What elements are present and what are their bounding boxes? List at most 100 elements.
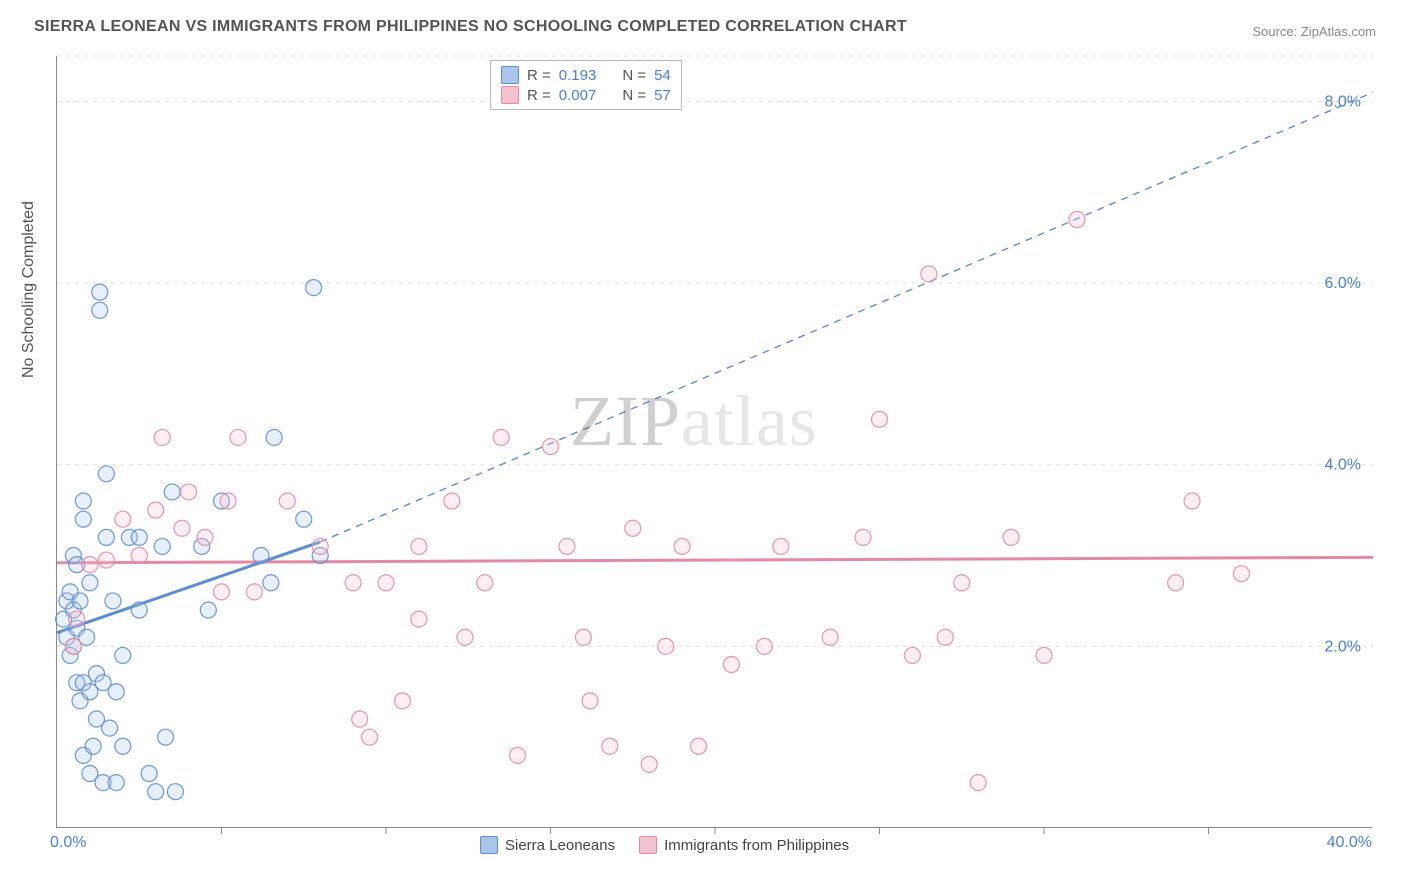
data-point: [756, 638, 772, 654]
data-point: [674, 538, 690, 554]
data-point: [197, 529, 213, 545]
data-point: [559, 538, 575, 554]
data-point: [131, 548, 147, 564]
data-point: [154, 429, 170, 445]
n-value: 57: [654, 87, 671, 104]
data-point: [279, 493, 295, 509]
data-point: [181, 484, 197, 500]
y-tick-label: 4.0%: [1325, 457, 1361, 474]
data-point: [82, 575, 98, 591]
y-tick-label: 2.0%: [1325, 638, 1361, 655]
data-point: [108, 775, 124, 791]
data-point: [394, 693, 410, 709]
data-point: [98, 529, 114, 545]
data-point: [85, 738, 101, 754]
swatch-series2: [639, 836, 657, 854]
data-point: [200, 602, 216, 618]
data-point: [1184, 493, 1200, 509]
data-point: [92, 302, 108, 318]
data-point: [92, 284, 108, 300]
data-point: [131, 602, 147, 618]
data-point: [773, 538, 789, 554]
legend-stats-row: R = 0.193 N = 54: [501, 65, 671, 85]
legend-label-series2: Immigrants from Philippines: [664, 837, 849, 854]
r-label: R =: [527, 67, 551, 84]
data-point: [115, 511, 131, 527]
r-value: 0.007: [559, 87, 597, 104]
data-point: [641, 756, 657, 772]
data-point: [220, 493, 236, 509]
swatch-series1: [480, 836, 498, 854]
r-value: 0.193: [559, 67, 597, 84]
y-tick-label: 6.0%: [1325, 275, 1361, 292]
legend-stats-box: R =0.193N =54R =0.007N =57: [490, 60, 682, 110]
data-point: [543, 439, 559, 455]
data-point: [411, 611, 427, 627]
data-point: [115, 647, 131, 663]
data-point: [937, 629, 953, 645]
data-point: [164, 484, 180, 500]
data-point: [872, 411, 888, 427]
n-label: N =: [622, 67, 646, 84]
y-tick-label: 8.0%: [1325, 93, 1361, 110]
data-point: [625, 520, 641, 536]
data-point: [148, 784, 164, 800]
data-point: [378, 575, 394, 591]
data-point: [493, 429, 509, 445]
legend-item-series1: Sierra Leoneans: [480, 836, 615, 854]
data-point: [108, 684, 124, 700]
data-point: [306, 280, 322, 296]
data-point: [1233, 566, 1249, 582]
data-point: [214, 584, 230, 600]
r-label: R =: [527, 87, 551, 104]
data-point: [345, 575, 361, 591]
swatch-icon: [501, 66, 519, 84]
data-point: [411, 538, 427, 554]
data-point: [266, 429, 282, 445]
data-point: [444, 493, 460, 509]
plot-area: 2.0% 4.0% 6.0% 8.0%: [56, 56, 1372, 828]
chart-title: SIERRA LEONEAN VS IMMIGRANTS FROM PHILIP…: [34, 18, 907, 36]
legend-bottom: Sierra Leoneans Immigrants from Philippi…: [480, 836, 849, 854]
data-point: [115, 738, 131, 754]
data-point: [362, 729, 378, 745]
data-point: [105, 593, 121, 609]
data-point: [65, 638, 81, 654]
data-point: [855, 529, 871, 545]
source-label: Source: ZipAtlas.com: [1252, 24, 1376, 39]
data-point: [72, 593, 88, 609]
data-point: [575, 629, 591, 645]
data-point: [723, 657, 739, 673]
data-point: [822, 629, 838, 645]
n-value: 54: [654, 67, 671, 84]
legend-stats-row: R =0.007N =57: [501, 85, 671, 105]
data-point: [658, 638, 674, 654]
data-point: [904, 647, 920, 663]
x-tick-0: 0.0%: [50, 834, 86, 852]
data-point: [263, 575, 279, 591]
legend-label-series1: Sierra Leoneans: [505, 837, 615, 854]
data-point: [253, 548, 269, 564]
data-point: [141, 766, 157, 782]
data-point: [970, 775, 986, 791]
data-point: [75, 511, 91, 527]
data-point: [75, 493, 91, 509]
swatch-icon: [501, 86, 519, 104]
data-point: [98, 466, 114, 482]
data-point: [167, 784, 183, 800]
data-point: [246, 584, 262, 600]
scatter-plot-svg: 2.0% 4.0% 6.0% 8.0%: [57, 56, 1372, 827]
data-point: [230, 429, 246, 445]
data-point: [352, 711, 368, 727]
data-point: [691, 738, 707, 754]
x-tick-40: 40.0%: [1327, 834, 1372, 852]
data-point: [296, 511, 312, 527]
data-point: [131, 529, 147, 545]
data-point: [457, 629, 473, 645]
data-point: [158, 729, 174, 745]
data-point: [1168, 575, 1184, 591]
data-point: [82, 557, 98, 573]
data-point: [510, 747, 526, 763]
data-point: [1003, 529, 1019, 545]
y-axis-title: No Schooling Completed: [20, 201, 38, 378]
